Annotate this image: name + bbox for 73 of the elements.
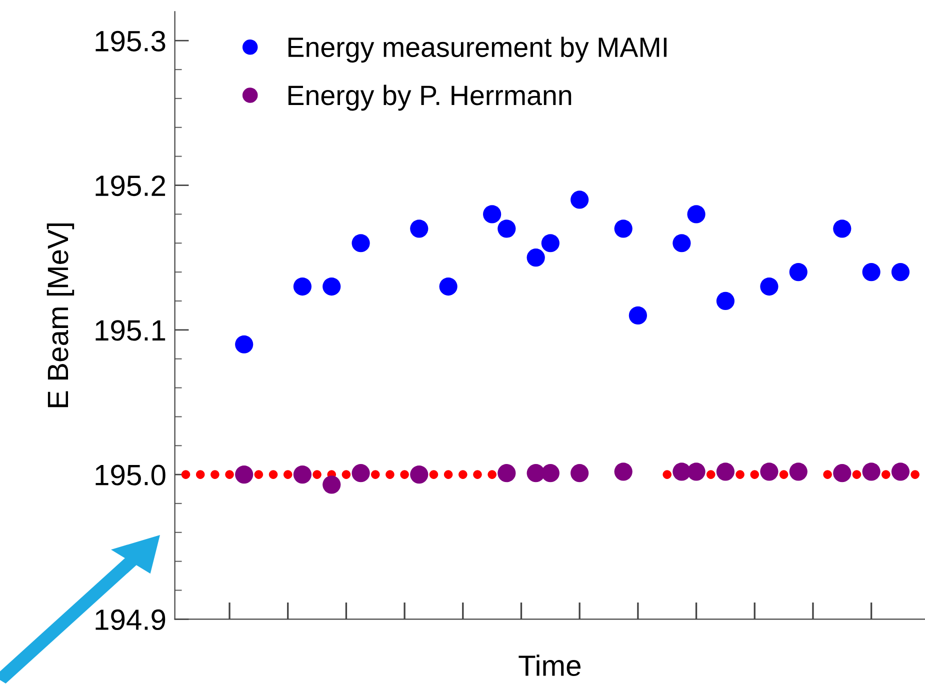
x-axis-title: Time [518,654,580,676]
point [716,462,735,481]
point [370,470,380,479]
point [823,470,832,479]
point [322,476,341,494]
point [400,470,409,479]
point [760,462,778,481]
y-tick-label: 195.1 [96,320,166,341]
y-tick-label: 195.0 [96,464,166,486]
point [706,470,716,479]
point [862,263,880,282]
point [760,277,778,296]
point [541,234,560,252]
point [526,248,545,267]
point [439,277,458,296]
point [293,466,312,484]
point [614,462,632,481]
point [891,462,910,481]
point [882,470,890,479]
point [196,470,205,479]
point [541,464,560,482]
point [852,470,862,479]
point [526,464,545,482]
point [473,470,482,479]
point [342,470,351,479]
point [352,464,370,482]
point [789,263,808,282]
point [181,470,190,479]
point [687,462,706,481]
point [444,470,453,479]
legend-label: Energy by P. Herrmann [288,84,572,111]
y-tick-label: 195.2 [96,175,166,196]
point [235,335,254,354]
point [312,470,322,479]
point [716,292,735,310]
point [498,464,516,482]
point [614,220,632,238]
point [833,464,852,482]
point [891,263,910,282]
y-tick-label: 195.3 [96,30,166,52]
point [736,470,744,479]
point [862,462,880,481]
point [779,470,788,479]
point [410,220,428,238]
point [833,220,852,238]
point [910,470,920,479]
point [293,277,312,296]
point [789,462,808,481]
point [283,470,292,479]
point [483,205,502,224]
point [628,306,647,325]
point [386,470,394,479]
point [750,470,760,479]
point [235,466,254,484]
point [410,466,428,484]
y-axis-title: E Beam [MeV] [46,224,74,408]
point [498,220,516,238]
point [254,470,264,479]
point [352,234,370,252]
point [672,234,691,252]
point [268,470,278,479]
point [687,205,706,224]
point [662,470,672,479]
point [210,470,220,479]
point [322,277,341,296]
point [570,190,589,209]
point [458,470,468,479]
point [570,464,589,482]
point [429,470,438,479]
point [488,470,496,479]
y-tick-label: 194.9 [96,609,166,630]
legend-label: Energy measurement by MAMI [288,36,667,63]
point [225,470,234,479]
